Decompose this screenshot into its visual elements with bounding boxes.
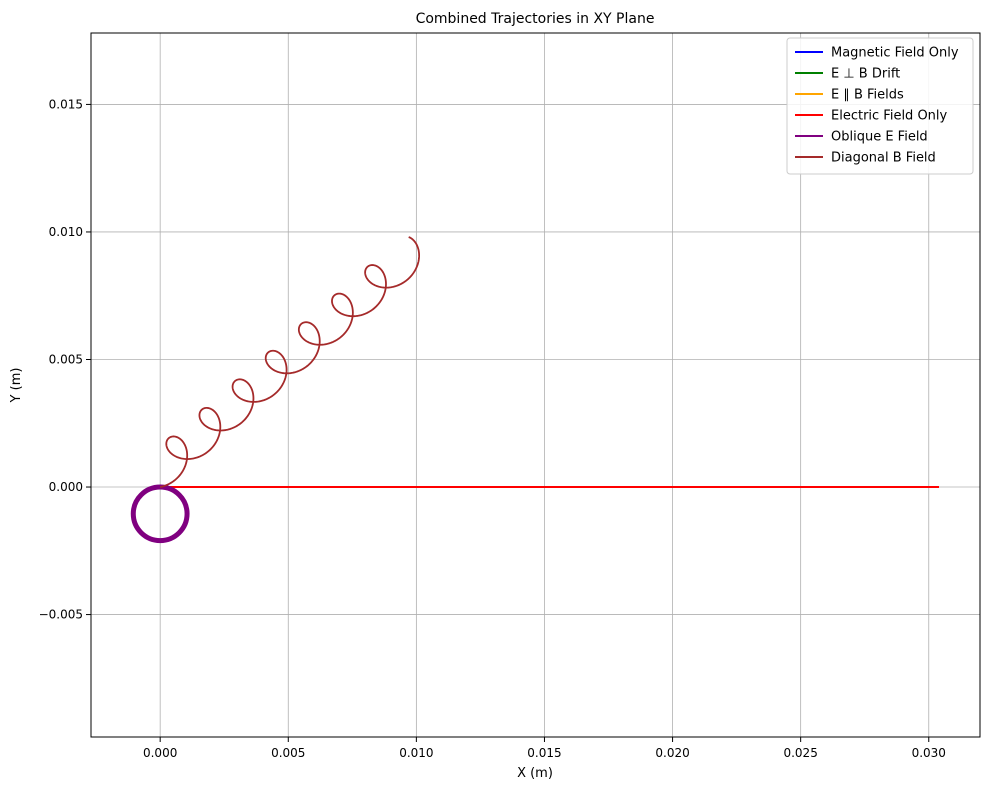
y-tick-label: 0.015 bbox=[49, 97, 83, 111]
y-tick-label: 0.000 bbox=[49, 480, 83, 494]
x-tick-label: 0.000 bbox=[143, 746, 177, 760]
legend-label: E ⊥ B Drift bbox=[831, 67, 900, 82]
y-tick-label: −0.005 bbox=[39, 608, 83, 622]
x-tick-label: 0.020 bbox=[655, 746, 689, 760]
x-tick-label: 0.025 bbox=[783, 746, 817, 760]
x-tick-label: 0.030 bbox=[912, 746, 946, 760]
y-ticks: −0.005 0.000 0.005 0.010 0.015 bbox=[39, 97, 91, 622]
x-ticks: 0.000 0.005 0.010 0.015 0.020 0.025 0.030 bbox=[143, 737, 946, 760]
y-axis-label: Y (m) bbox=[9, 368, 24, 404]
legend: Magnetic Field Only E ⊥ B Drift E ∥ B Fiel… bbox=[786, 37, 974, 175]
x-axis-label: X (m) bbox=[517, 766, 553, 781]
y-tick-label: 0.010 bbox=[49, 225, 83, 239]
legend-label: E ∥ B Fields bbox=[831, 88, 904, 103]
plot-area bbox=[130, 236, 940, 544]
legend-label: Oblique E Field bbox=[831, 130, 928, 145]
x-tick-label: 0.010 bbox=[399, 746, 433, 760]
chart-title: Combined Trajectories in XY Plane bbox=[416, 11, 655, 27]
legend-label: Electric Field Only bbox=[831, 109, 948, 124]
legend-label: Magnetic Field Only bbox=[831, 46, 959, 61]
x-tick-label: 0.015 bbox=[527, 746, 561, 760]
legend-label: Diagonal B Field bbox=[831, 151, 936, 166]
axes-frame bbox=[90, 32, 981, 738]
series-diagonal-b-field bbox=[159, 236, 421, 488]
y-tick-label: 0.005 bbox=[49, 352, 83, 366]
legend-box bbox=[786, 37, 974, 175]
x-tick-label: 0.005 bbox=[271, 746, 305, 760]
